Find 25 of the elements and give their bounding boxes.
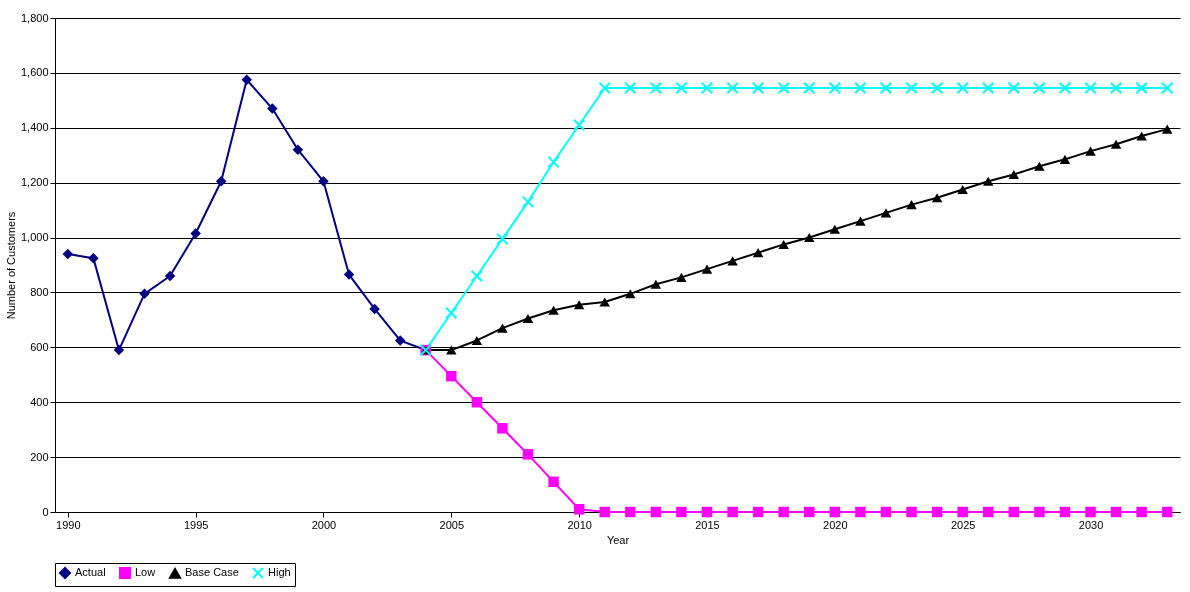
x-axis-title: Year — [606, 533, 630, 546]
y-tick-label: 1,200 — [20, 176, 49, 189]
y-axis-title: Number of Customers — [4, 211, 17, 320]
x-tick-label: 2030 — [1078, 518, 1104, 531]
y-tick-label: 1,600 — [20, 66, 49, 79]
y-tick-label: 1,000 — [20, 231, 49, 244]
legend-label: Actual — [75, 566, 106, 578]
y-tick-label: 400 — [30, 395, 49, 408]
x-tick-label: 1990 — [56, 518, 81, 531]
x-tick-label: 2025 — [950, 518, 976, 531]
x-tick-label: 2015 — [695, 518, 720, 531]
y-tick-label: 0 — [42, 505, 49, 518]
x-tick-label: 1995 — [183, 518, 209, 531]
legend-label: High — [268, 566, 291, 578]
x-tick-label: 2000 — [311, 518, 337, 531]
y-tick-label: 800 — [30, 285, 49, 298]
y-tick-label: 600 — [30, 340, 49, 353]
x-tick-label: 2010 — [567, 518, 592, 531]
legend-label: Base Case — [185, 566, 239, 579]
y-tick-label: 200 — [30, 450, 49, 463]
y-tick-label: 1,400 — [20, 121, 49, 134]
x-tick-label: 2020 — [823, 518, 848, 531]
x-tick-label: 2005 — [439, 518, 465, 531]
y-tick-label: 1,800 — [20, 11, 49, 24]
legend-label: Low — [135, 566, 156, 578]
